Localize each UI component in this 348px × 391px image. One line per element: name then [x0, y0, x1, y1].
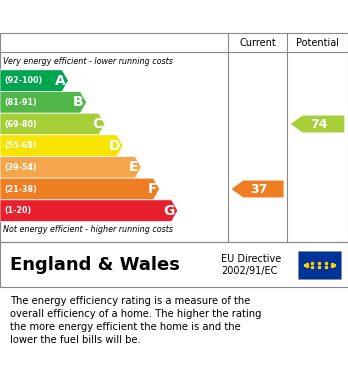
Text: Current: Current	[239, 38, 276, 48]
Text: B: B	[73, 95, 84, 109]
Text: (21-38): (21-38)	[4, 185, 37, 194]
Text: F: F	[147, 182, 157, 196]
Text: Very energy efficient - lower running costs: Very energy efficient - lower running co…	[3, 57, 173, 66]
Polygon shape	[291, 116, 345, 133]
Text: C: C	[92, 117, 102, 131]
Polygon shape	[0, 135, 123, 156]
Text: England & Wales: England & Wales	[10, 256, 180, 274]
Text: E: E	[129, 160, 139, 174]
Text: The energy efficiency rating is a measure of the
overall efficiency of a home. T: The energy efficiency rating is a measur…	[10, 296, 262, 345]
Text: (81-91): (81-91)	[4, 98, 37, 107]
Text: D: D	[109, 139, 120, 152]
Text: (39-54): (39-54)	[4, 163, 37, 172]
Text: (92-100): (92-100)	[4, 76, 42, 85]
Text: (1-20): (1-20)	[4, 206, 31, 215]
Polygon shape	[0, 113, 105, 135]
Text: Potential: Potential	[296, 38, 339, 48]
Polygon shape	[231, 181, 284, 197]
FancyBboxPatch shape	[298, 251, 341, 279]
Text: 37: 37	[251, 183, 268, 196]
Polygon shape	[0, 156, 141, 178]
Text: EU Directive
2002/91/EC: EU Directive 2002/91/EC	[221, 254, 281, 276]
Text: 74: 74	[310, 118, 328, 131]
Text: (55-68): (55-68)	[4, 141, 37, 150]
Text: A: A	[55, 74, 65, 88]
Text: (69-80): (69-80)	[4, 120, 37, 129]
Polygon shape	[0, 178, 159, 200]
Polygon shape	[0, 70, 68, 91]
Text: Not energy efficient - higher running costs: Not energy efficient - higher running co…	[3, 225, 174, 234]
Polygon shape	[0, 91, 87, 113]
Text: G: G	[164, 204, 175, 218]
Polygon shape	[0, 200, 178, 221]
Text: Energy Efficiency Rating: Energy Efficiency Rating	[10, 9, 220, 24]
